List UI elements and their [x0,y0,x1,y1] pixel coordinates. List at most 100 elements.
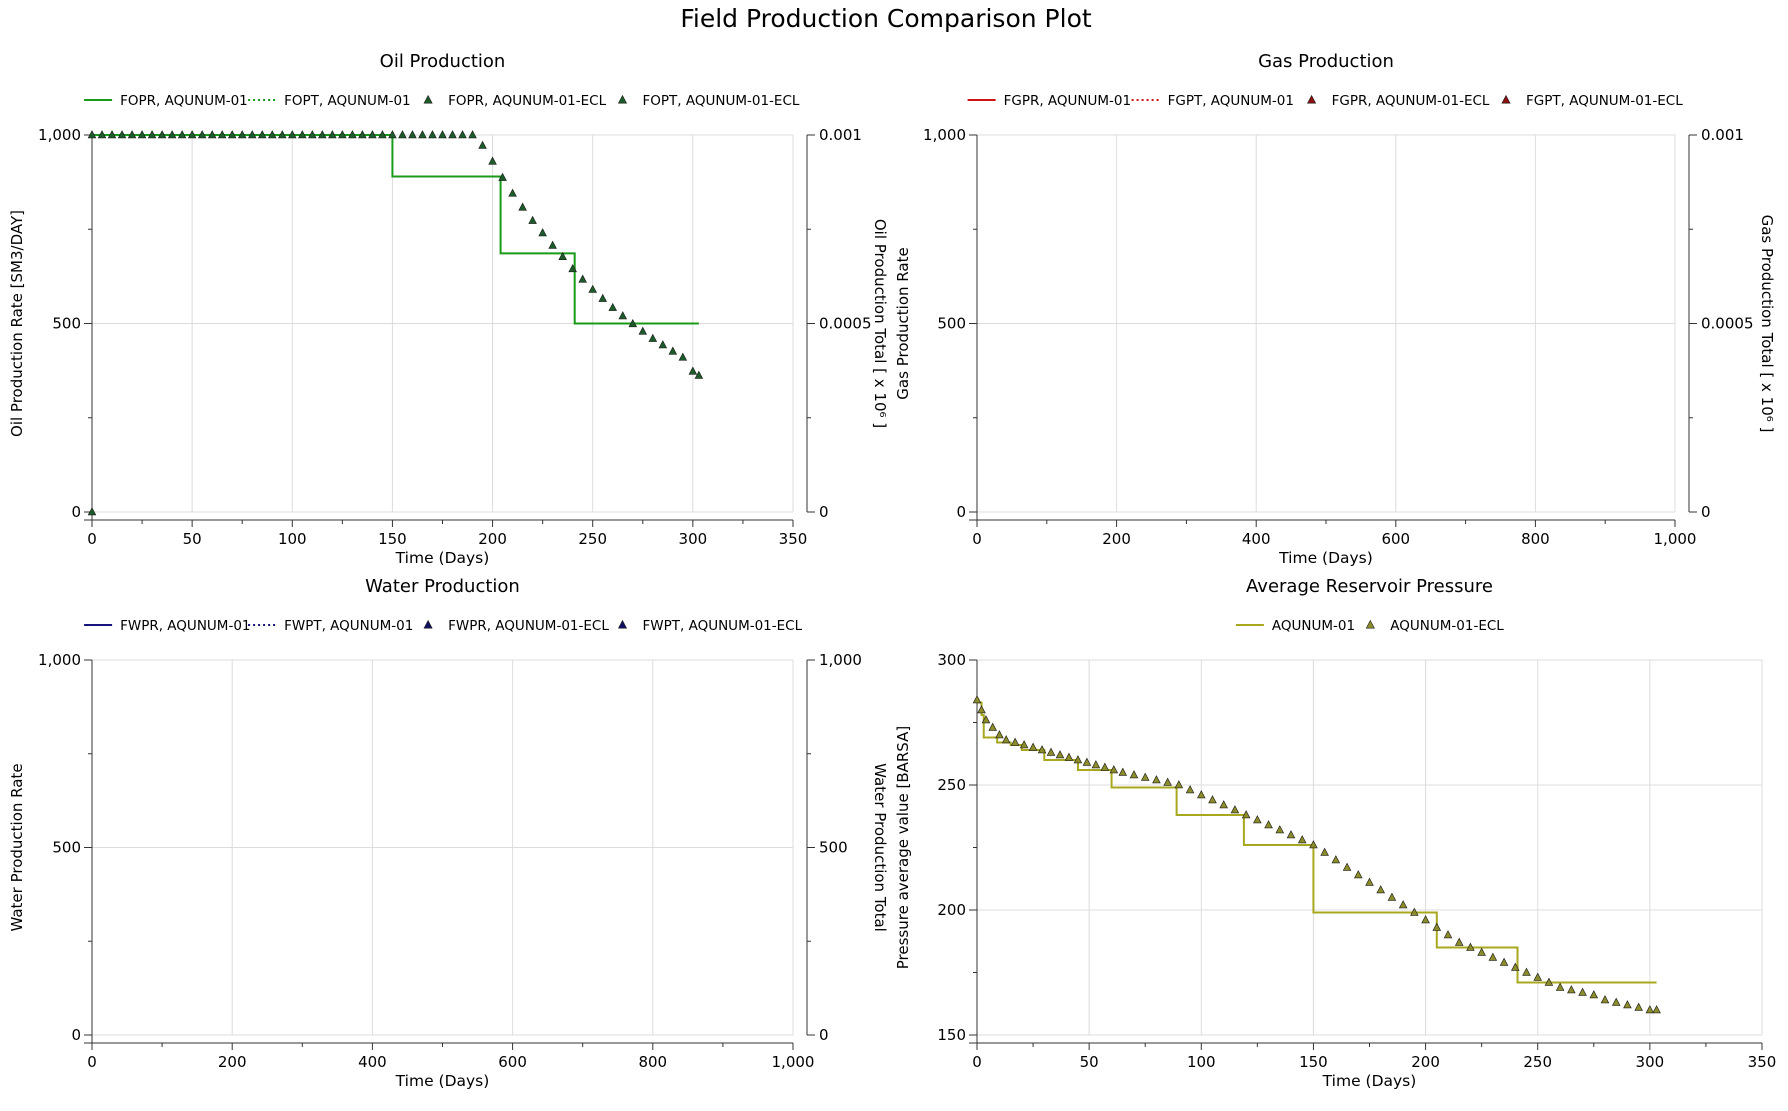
gas-chart-title: Gas Production [1258,51,1394,72]
data-point-marker [588,284,597,293]
data-point-marker [1589,990,1599,999]
data-point-marker [1109,765,1119,774]
data-point-marker [1365,877,1374,886]
legend-label: FOPT, AQUNUM-01-ECL [643,93,800,109]
data-point-marker [308,130,317,139]
legend-item: FWPR, AQUNUM-01 [84,618,251,634]
x-tick-label: 50 [183,530,202,548]
oil-chart: Oil Production FOPR, AQUNUM-01 FOPT, AQUNU… [8,51,889,567]
y-tick-label: 150 [937,1026,966,1044]
data-point-marker [1037,745,1047,754]
y2-tick-label: 500 [819,839,848,857]
data-point-marker [388,130,397,139]
data-point-marker [358,130,367,139]
legend-label: FWPT, AQUNUM-01-ECL [643,618,803,634]
x-tick-label: 800 [638,1053,667,1071]
y-tick-label: 1,000 [38,651,81,669]
legend-item: FOPT, AQUNUM-01-ECL [617,93,800,109]
data-point-marker [1197,790,1206,799]
legend-label: FWPT, AQUNUM-01 [284,618,413,634]
y2-tick-label: 1,000 [819,651,862,669]
y2-tick-label: 0.001 [1701,126,1744,144]
data-point-marker [1185,785,1195,794]
data-point-marker [1019,740,1029,749]
data-point-marker [1286,830,1296,839]
data-point-marker [1219,800,1228,809]
data-point-marker [87,130,97,139]
data-point-marker [1129,770,1139,779]
data-point-marker [458,130,467,139]
data-point-marker [1354,870,1363,879]
data-point-marker [638,326,648,335]
data-point-marker [1028,742,1038,751]
gas-legend: FGPR, AQUNUM-01 FGPT, AQUNUM-01 FGPR, AQUN… [967,93,1683,109]
x-tick-label: 400 [358,1053,387,1071]
y-tick-label: 0 [956,503,966,521]
data-point-marker [1297,835,1307,844]
data-point-marker [1091,760,1101,769]
data-point-marker [277,130,287,139]
data-point-marker [1387,892,1397,901]
legend-marker-icon [423,619,433,629]
legend-label: AQUNUM-01 [1272,618,1355,634]
legend-label: FWPR, AQUNUM-01 [120,618,250,634]
legend-item: FWPR, AQUNUM-01-ECL [423,618,609,634]
data-point-marker [1488,952,1498,961]
series-markers [87,130,704,516]
data-point-marker [207,130,217,139]
data-point-marker [1118,767,1128,776]
x-tick-label: 50 [1080,1053,1099,1071]
data-point-marker [488,156,497,165]
data-point-marker [648,333,658,342]
data-point-marker [1073,755,1083,764]
data-point-marker [418,130,427,139]
data-point-marker [378,130,387,139]
data-point-marker [518,202,527,211]
data-point-marker [1652,1005,1661,1014]
data-point-marker [608,302,618,311]
data-point-marker [1082,757,1092,766]
legend-item: FOPR, AQUNUM-01-ECL [423,93,607,109]
x-tick-label: 100 [278,530,307,548]
gas-chart: Gas Production FGPR, AQUNUM-01 FGPT, AQUNU… [894,51,1776,567]
data-point-marker [528,215,537,224]
data-point-marker [668,346,678,355]
y2-axis-label: Gas Production Total [ x 10⁶ ] [1758,215,1776,433]
x-axis-label: Time (Days) [1278,549,1373,567]
data-point-marker [1443,930,1453,939]
data-point-marker [548,240,557,249]
y-tick-label: 250 [937,776,966,794]
data-point-marker [298,130,307,139]
x-tick-label: 350 [1748,1053,1777,1071]
x-tick-label: 100 [1187,1053,1216,1071]
data-point-marker [1241,810,1251,819]
data-point-marker [1421,915,1430,924]
data-point-marker [694,370,704,379]
x-tick-label: 200 [218,1053,247,1071]
data-point-marker [408,130,417,139]
y2-tick-label: 0.001 [819,126,862,144]
data-point-marker [217,130,227,139]
data-point-marker [247,130,257,139]
data-point-marker [538,228,547,237]
data-point-marker [428,130,437,139]
y-tick-label: 300 [937,651,966,669]
legend-item: AQUNUM-01-ECL [1365,618,1504,634]
data-point-marker [1432,922,1442,931]
y-axis-label: Water Production Rate [8,763,26,931]
data-point-marker [87,507,97,516]
y2-tick-label: 0.0005 [819,315,872,333]
page-title: Field Production Comparison Plot [680,4,1092,33]
data-point-marker [127,130,137,139]
data-point-marker [257,130,267,139]
legend-item: AQUNUM-01 [1235,618,1355,634]
data-point-marker [568,263,577,273]
legend-label: FGPR, AQUNUM-01-ECL [1332,93,1490,109]
x-tick-label: 150 [378,530,407,548]
legend-item: FGPR, AQUNUM-01 [967,93,1131,109]
x-tick-label: 0 [87,1053,97,1071]
y-tick-label: 500 [52,315,81,333]
data-point-marker [1544,977,1554,986]
